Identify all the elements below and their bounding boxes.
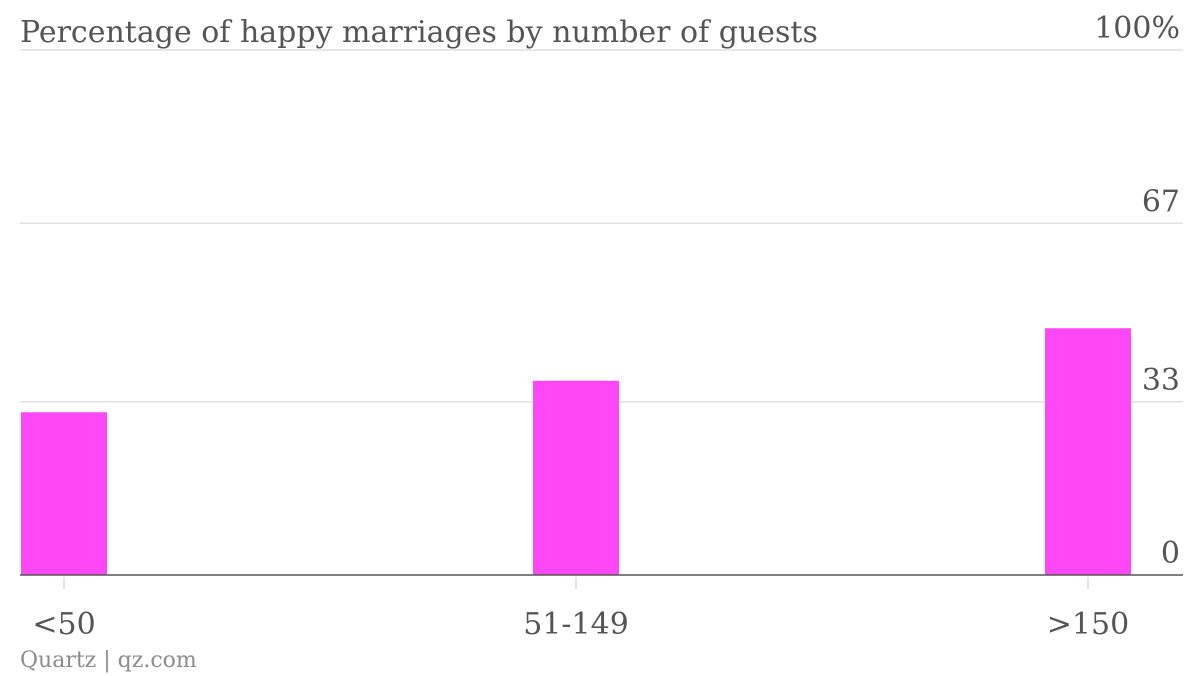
x-tick-label: 51-149 xyxy=(523,607,629,642)
bar-1 xyxy=(21,412,107,575)
gridlines xyxy=(20,49,1183,403)
x-tick-label: >150 xyxy=(1047,607,1129,642)
bar-2 xyxy=(533,380,619,575)
bar-3 xyxy=(1045,328,1131,575)
y-tick-label: 100% xyxy=(1094,11,1180,46)
source-credit: Quartz | qz.com xyxy=(20,648,197,673)
x-tick-label: <50 xyxy=(32,607,95,642)
chart-title: Percentage of happy marriages by number … xyxy=(20,15,818,50)
y-tick-label: 33 xyxy=(1142,363,1180,398)
y-tick-label: 67 xyxy=(1142,184,1180,219)
y-tick-label: 0 xyxy=(1161,536,1180,571)
axes: 0 33 67 100% <50 51-149 >150 xyxy=(20,11,1183,642)
bars xyxy=(21,328,1131,575)
